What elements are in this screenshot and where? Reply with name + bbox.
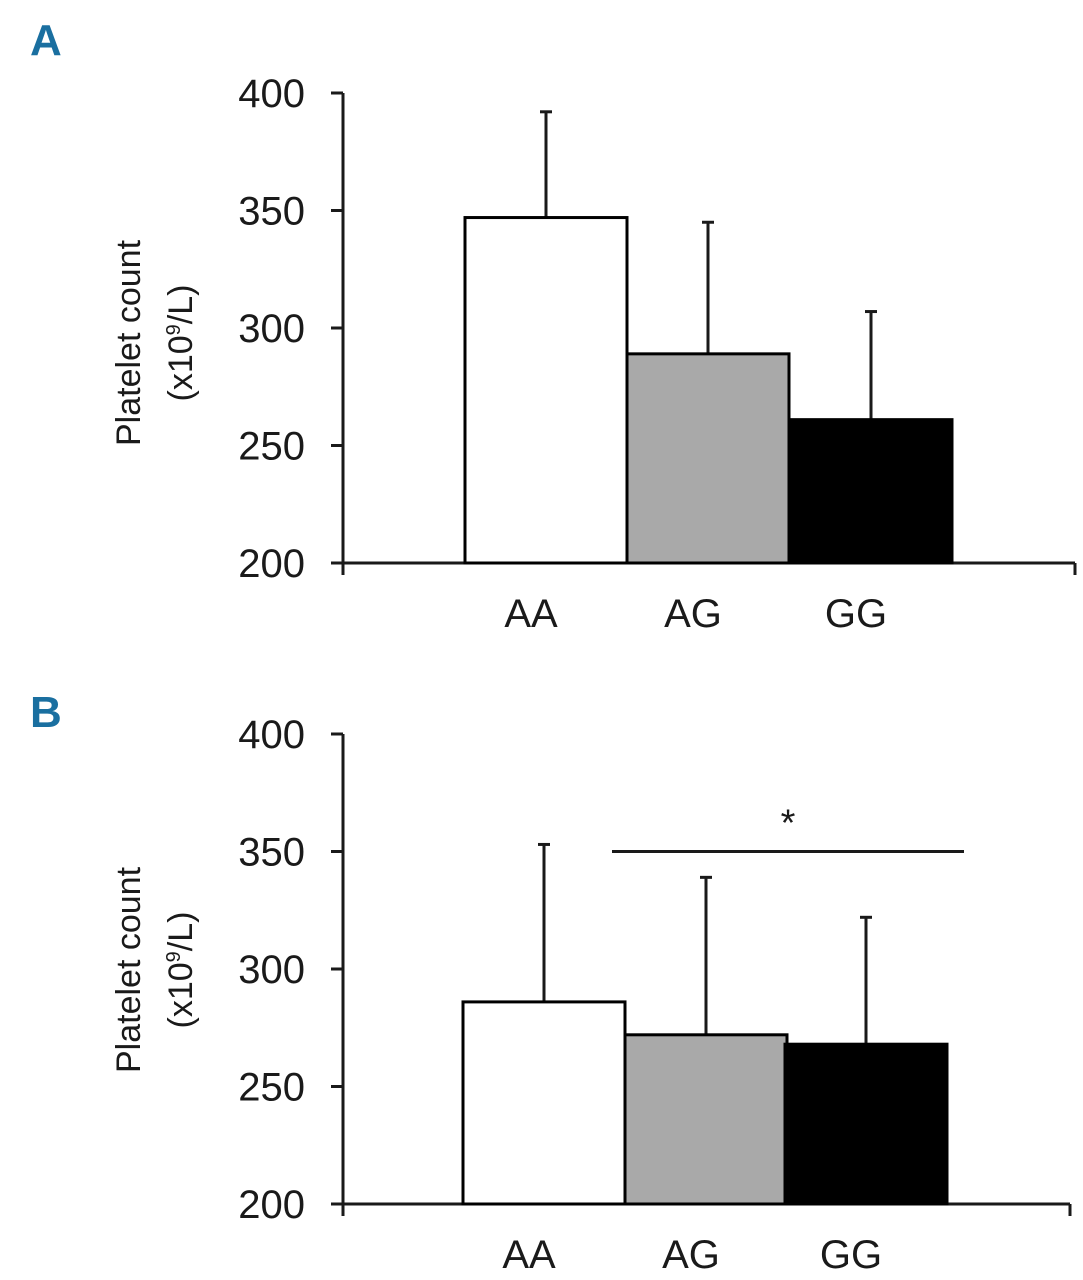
panel-a-bar-ag: [625, 352, 791, 565]
panel-a-y-tick-label: 400: [238, 72, 305, 116]
panel-b-letter: B: [30, 688, 62, 737]
panel-b-y-title-line2-suffix: /L): [162, 912, 200, 952]
panel-b-significance-label: *: [781, 803, 796, 845]
panel-b-y-tick-label: 250: [238, 1066, 305, 1110]
panel-a-category-label-ag: AG: [664, 592, 722, 636]
panel-b-bar-aa: [461, 1000, 627, 1206]
panel-a-y-title-line1: Platelet count: [110, 239, 148, 446]
panel-b-y-tick-label: 400: [238, 713, 305, 757]
panel-b-bar-gg: [783, 1042, 949, 1206]
panel-b-category-label-aa: AA: [502, 1233, 556, 1277]
panel-b-y-tick-label: 200: [238, 1183, 305, 1227]
panel-b-y-tick-label: 300: [238, 948, 305, 992]
panel-b-y-title-line1: Platelet count: [110, 866, 148, 1073]
panel-a-y-title-sup: 9: [163, 324, 185, 335]
panel-a-y-axis-title: Platelet count (x109/L): [110, 239, 200, 446]
panel-a-bar-aa: [463, 216, 629, 565]
panel-a-y-tick-label: 350: [238, 190, 305, 234]
panel-b-y-axis-title: Platelet count (x109/L): [110, 866, 200, 1073]
panel-a-y-title-line2-prefix: (x10: [162, 335, 200, 401]
panel-a-letter: A: [30, 16, 62, 65]
panel-b-category-label-gg: GG: [820, 1233, 882, 1277]
panel-a: A 200 250 300 350 400 Platelet count (x109/L) AA…: [30, 16, 1077, 636]
panel-a-y-tick-label: 300: [238, 307, 305, 351]
panel-b-bar-ag: [623, 1033, 789, 1206]
panel-b: B 200 250 300 350 400 Platelet count (x109/L) AA…: [30, 688, 1072, 1277]
panel-b-y-title-line2-prefix: (x10: [162, 962, 200, 1028]
panel-a-y-title-line2-suffix: /L): [162, 285, 200, 325]
panel-b-y-title-sup: 9: [163, 951, 185, 962]
panel-a-category-label-aa: AA: [504, 592, 558, 636]
panel-b-category-label-ag: AG: [662, 1233, 720, 1277]
panel-a-y-tick-label: 200: [238, 542, 305, 586]
panel-b-y-tick-label: 350: [238, 831, 305, 875]
panel-a-y-tick-label: 250: [238, 425, 305, 469]
panel-a-category-label-gg: GG: [825, 592, 887, 636]
panel-a-bar-gg: [788, 418, 954, 565]
